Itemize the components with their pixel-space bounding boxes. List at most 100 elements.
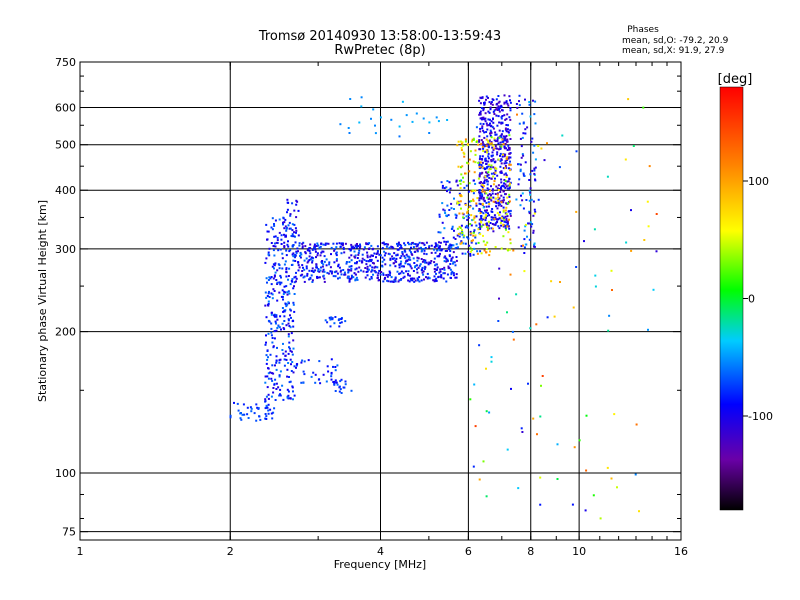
data-point bbox=[353, 246, 356, 249]
data-point bbox=[493, 223, 496, 226]
data-point bbox=[508, 147, 510, 149]
data-point bbox=[459, 242, 462, 245]
data-point bbox=[593, 228, 596, 231]
data-point bbox=[508, 148, 511, 151]
data-point bbox=[506, 215, 509, 218]
data-point bbox=[283, 328, 286, 331]
data-point bbox=[442, 272, 445, 275]
data-point bbox=[407, 258, 410, 261]
data-point bbox=[268, 290, 270, 293]
data-point bbox=[320, 242, 323, 245]
data-point bbox=[532, 151, 535, 154]
data-point bbox=[303, 280, 306, 283]
data-point bbox=[460, 146, 463, 149]
data-point bbox=[286, 208, 289, 211]
data-point bbox=[515, 198, 518, 201]
data-point bbox=[471, 140, 473, 143]
data-point bbox=[522, 207, 525, 210]
data-point bbox=[481, 141, 484, 144]
data-point bbox=[264, 375, 267, 378]
data-point bbox=[498, 108, 500, 111]
data-point bbox=[457, 232, 460, 235]
data-point bbox=[492, 166, 495, 169]
data-point bbox=[272, 411, 275, 414]
data-point bbox=[370, 244, 373, 247]
data-point bbox=[416, 268, 418, 271]
data-point bbox=[423, 278, 425, 281]
data-point bbox=[264, 417, 267, 420]
data-point bbox=[297, 264, 300, 267]
data-point bbox=[270, 311, 273, 314]
data-point bbox=[524, 223, 527, 226]
data-point bbox=[503, 162, 506, 165]
data-point bbox=[284, 354, 287, 357]
data-point bbox=[428, 261, 431, 264]
data-point bbox=[498, 136, 501, 139]
data-point bbox=[464, 252, 467, 255]
data-point bbox=[272, 245, 275, 247]
data-point bbox=[523, 229, 526, 232]
data-point bbox=[485, 224, 488, 227]
data-point bbox=[438, 247, 441, 250]
data-point bbox=[506, 140, 508, 143]
data-point bbox=[401, 253, 404, 256]
data-point bbox=[332, 275, 335, 278]
data-point bbox=[474, 161, 477, 164]
data-point bbox=[482, 143, 485, 146]
data-point bbox=[413, 242, 416, 245]
data-point bbox=[480, 219, 483, 222]
data-point bbox=[306, 261, 309, 264]
data-point bbox=[474, 149, 477, 152]
data-point bbox=[372, 254, 374, 257]
data-point bbox=[311, 259, 314, 262]
data-point bbox=[295, 366, 297, 369]
data-point bbox=[302, 266, 304, 269]
data-point bbox=[441, 202, 444, 205]
data-point bbox=[479, 224, 482, 227]
data-point bbox=[490, 160, 493, 163]
data-point bbox=[478, 208, 481, 211]
data-point bbox=[469, 250, 472, 253]
data-point bbox=[486, 183, 489, 186]
data-point bbox=[485, 144, 488, 147]
data-point bbox=[277, 263, 280, 266]
data-point bbox=[322, 274, 325, 277]
data-point bbox=[478, 167, 481, 170]
data-point bbox=[510, 387, 512, 390]
data-point bbox=[270, 276, 273, 278]
data-point bbox=[322, 243, 325, 246]
data-point bbox=[293, 365, 296, 368]
data-point bbox=[486, 135, 489, 138]
data-point bbox=[270, 334, 273, 337]
data-point bbox=[286, 211, 288, 214]
data-point bbox=[374, 132, 377, 135]
data-point bbox=[472, 207, 475, 210]
data-point bbox=[499, 165, 502, 168]
data-point bbox=[350, 254, 353, 257]
data-point bbox=[331, 318, 334, 321]
data-point bbox=[275, 388, 278, 390]
data-point bbox=[473, 383, 476, 386]
data-point bbox=[465, 224, 468, 227]
data-point bbox=[509, 156, 512, 159]
data-point bbox=[286, 243, 289, 246]
data-point bbox=[465, 184, 468, 187]
data-point bbox=[484, 168, 487, 171]
data-point bbox=[382, 273, 385, 276]
data-point bbox=[338, 385, 341, 388]
data-point bbox=[389, 274, 391, 277]
data-point bbox=[505, 221, 508, 224]
data-point bbox=[530, 198, 533, 201]
data-point bbox=[410, 279, 413, 281]
data-point bbox=[481, 158, 484, 161]
data-point bbox=[518, 94, 521, 97]
data-point bbox=[485, 205, 488, 208]
data-point bbox=[445, 243, 447, 246]
data-point bbox=[497, 101, 500, 104]
data-point bbox=[452, 261, 455, 264]
data-point bbox=[421, 271, 424, 274]
data-point bbox=[647, 328, 649, 331]
data-point bbox=[495, 202, 498, 205]
data-point bbox=[494, 169, 497, 172]
